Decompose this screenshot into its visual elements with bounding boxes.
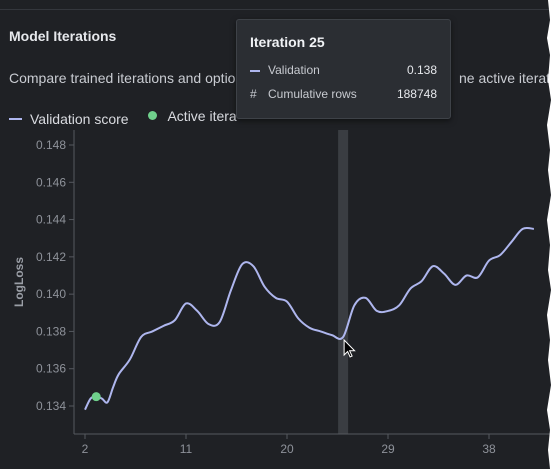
y-tick-label: 0.146: [36, 175, 66, 189]
dot-swatch-icon: [148, 111, 158, 120]
y-tick-label: 0.148: [36, 138, 66, 152]
legend-item-active[interactable]: Active itera: [148, 107, 237, 124]
tooltip-label: Validation: [268, 63, 320, 77]
x-tick-label: 20: [280, 442, 294, 456]
top-divider: [0, 0, 553, 10]
line-swatch-icon: [250, 63, 260, 77]
y-tick-label: 0.144: [36, 213, 66, 227]
panel-description: Compare trained iterations and optio: [9, 70, 235, 86]
chart-legend: Validation score Active itera: [9, 107, 253, 127]
panel-title: Model Iterations: [9, 28, 117, 44]
x-tick-label: 38: [482, 442, 496, 456]
hash-icon: #: [250, 87, 257, 101]
y-tick-label: 0.142: [36, 250, 66, 264]
y-tick-label: 0.140: [36, 287, 66, 301]
legend-label-active: Active itera: [167, 107, 237, 124]
y-tick-label: 0.138: [36, 324, 66, 338]
line-swatch-icon: [9, 118, 22, 120]
tooltip-label: Cumulative rows: [268, 87, 357, 101]
panel-description-tail: ne active iteratio: [459, 70, 553, 86]
panel-description-text: Compare trained iterations and optio: [9, 70, 236, 86]
iteration-tooltip: Iteration 25 Validation 0.138 # Cumulati…: [236, 19, 451, 119]
y-axis-label: LogLoss: [12, 257, 26, 307]
active-iteration-point: [91, 392, 101, 402]
y-tick-label: 0.134: [36, 399, 66, 413]
torn-edge: [547, 0, 553, 469]
x-tick-label: 29: [381, 442, 395, 456]
x-tick-label: 2: [82, 442, 89, 456]
hover-band: [338, 130, 349, 434]
tooltip-value: 188748: [396, 87, 437, 101]
y-tick-label: 0.136: [36, 362, 66, 376]
x-tick-label: 11: [180, 442, 193, 456]
tooltip-value: 0.138: [406, 63, 437, 77]
mouse-cursor-icon: [343, 338, 356, 358]
legend-label-validation: Validation score: [30, 111, 129, 127]
legend-item-validation[interactable]: Validation score: [9, 111, 129, 127]
validation-series-line: [84, 226, 534, 411]
tooltip-title: Iteration 25: [250, 34, 325, 50]
